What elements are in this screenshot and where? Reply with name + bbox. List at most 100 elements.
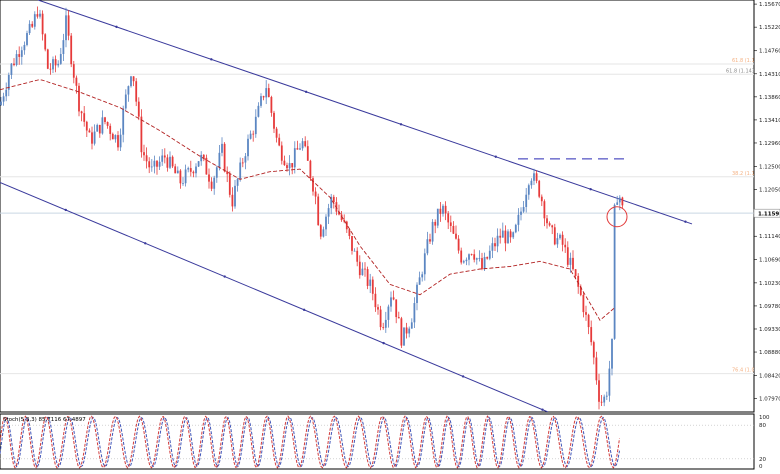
candle-body xyxy=(413,303,416,323)
candle-body xyxy=(192,171,195,174)
candle-body xyxy=(345,221,348,230)
candle-body xyxy=(59,54,62,64)
stochastic-plot-area xyxy=(0,415,754,469)
price-tick-label: 1.09330 xyxy=(759,327,780,333)
candle-body xyxy=(608,368,611,396)
candle-body xyxy=(400,318,403,346)
candle-body xyxy=(156,160,158,167)
candle-body xyxy=(273,112,275,129)
candle-body xyxy=(366,269,369,286)
candle-body xyxy=(621,197,624,206)
candle-body xyxy=(119,134,122,148)
candle-body xyxy=(80,111,83,114)
candle-body xyxy=(559,234,561,239)
candle-body xyxy=(267,88,270,98)
candle-body xyxy=(426,239,429,254)
candle-body xyxy=(195,166,197,174)
candle-body xyxy=(205,157,208,175)
candle-body xyxy=(104,117,106,122)
candle-body xyxy=(611,338,613,369)
candle-body xyxy=(213,177,216,189)
candle-body xyxy=(395,299,398,318)
channel-anchor-dot xyxy=(494,155,497,158)
candle-body xyxy=(496,235,499,247)
candle-body xyxy=(72,64,75,78)
candle-body xyxy=(158,161,161,167)
candle-body xyxy=(538,180,541,197)
candle-body xyxy=(150,166,153,168)
candle-body xyxy=(379,309,382,328)
candle-body xyxy=(330,196,333,209)
candle-body xyxy=(200,154,203,162)
candle-body xyxy=(582,294,585,313)
candle-body xyxy=(442,205,444,214)
candle-body xyxy=(145,155,148,162)
candle-body xyxy=(127,86,130,95)
candle-body xyxy=(416,284,418,304)
candle-body xyxy=(444,205,447,214)
candle-body xyxy=(408,328,411,334)
stochastic-panel-frame xyxy=(0,413,755,470)
channel-anchor-dot xyxy=(461,375,465,378)
candle-body xyxy=(540,196,543,202)
candle-body xyxy=(314,191,317,197)
candle-body xyxy=(23,44,26,51)
price-tick-label: 1.12500 xyxy=(759,165,780,171)
price-plot-area: 61.8 (1.1450) 61.8 (1.1431) 38.2 (1.1230) 7… xyxy=(0,0,766,412)
candle-body xyxy=(20,50,23,57)
price-tick-label: 1.12050 xyxy=(759,188,780,194)
candle-body xyxy=(247,138,249,157)
stochastic-signal-line xyxy=(0,416,620,468)
candle-body xyxy=(15,54,18,65)
candle-body xyxy=(182,183,184,185)
candle-body xyxy=(592,342,595,358)
candle-body xyxy=(179,170,182,184)
candle-body xyxy=(161,155,164,162)
candle-body xyxy=(278,137,281,146)
candle-body xyxy=(52,59,54,70)
price-tick-label: 1.15220 xyxy=(759,25,780,31)
candle-body xyxy=(572,257,574,270)
candle-body xyxy=(405,327,408,334)
candle-body xyxy=(143,152,145,156)
candle-body xyxy=(13,63,15,65)
candle-body xyxy=(5,89,8,97)
candle-body xyxy=(301,141,304,149)
candle-body xyxy=(501,230,504,238)
candle-body xyxy=(421,274,424,278)
fib-level-label: 61.8 (1.1431) xyxy=(726,68,760,74)
candle-body xyxy=(486,256,489,259)
current-price-badge xyxy=(753,208,780,218)
stochastic-main-line xyxy=(0,415,620,469)
candle-body xyxy=(166,157,169,168)
candle-body xyxy=(343,220,346,222)
candle-body xyxy=(429,239,431,242)
candle-body xyxy=(553,227,556,245)
candle-body xyxy=(525,194,528,207)
candle-body xyxy=(579,286,582,295)
candle-body xyxy=(291,163,294,168)
stochastic-tick-label: 20 xyxy=(759,457,766,463)
candle-body xyxy=(2,96,5,102)
candle-body xyxy=(457,238,460,251)
price-panel-frame xyxy=(0,0,755,413)
candle-body xyxy=(319,225,322,237)
candle-body xyxy=(286,165,288,169)
candle-body xyxy=(616,202,619,205)
candle-body xyxy=(0,101,2,106)
candle-body xyxy=(449,222,452,226)
candle-body xyxy=(439,208,442,214)
candle-body xyxy=(28,23,31,34)
stochastic-label: Stoch(5,3,3) 85.7116 67.4897 xyxy=(3,417,86,423)
channel-anchor-dot xyxy=(684,220,687,223)
touch-circle-annotation xyxy=(606,206,628,228)
candle-body xyxy=(57,63,60,66)
candle-body xyxy=(31,23,34,27)
candle-body xyxy=(304,141,307,147)
candle-body xyxy=(249,133,252,139)
candle-body xyxy=(202,154,205,158)
candle-body xyxy=(603,396,606,403)
candle-body xyxy=(551,225,554,228)
fib-level-label: 61.8 (1.1450) xyxy=(732,58,766,64)
